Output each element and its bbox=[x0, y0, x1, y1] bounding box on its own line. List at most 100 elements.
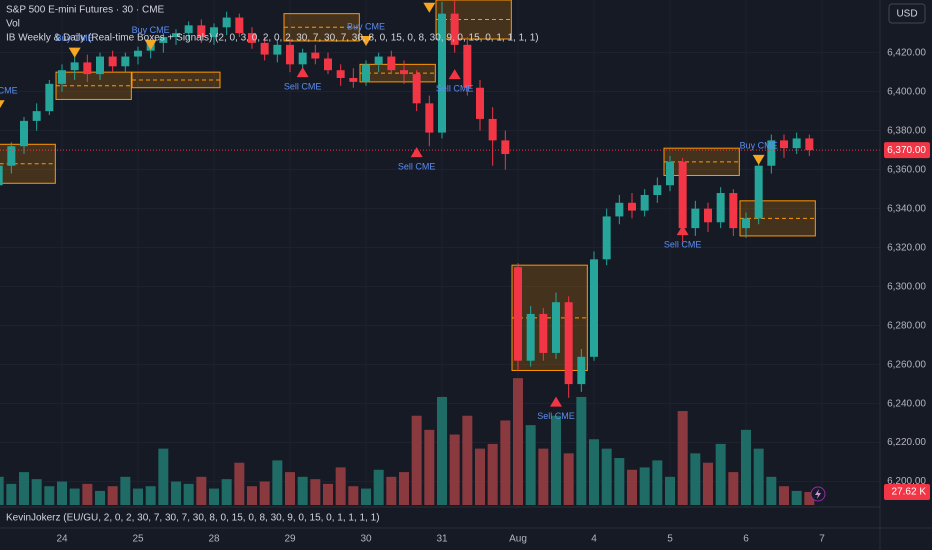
volume-bar bbox=[627, 469, 637, 505]
volume-bar bbox=[449, 434, 460, 505]
volume-bar bbox=[0, 476, 4, 505]
x-tick-label: 4 bbox=[591, 534, 597, 545]
last-volume-label: 27.62 K bbox=[892, 487, 927, 498]
y-tick-label: 6,400.00 bbox=[887, 86, 926, 97]
candle-body bbox=[172, 33, 180, 38]
volume-bar bbox=[373, 469, 384, 505]
sell-signal bbox=[410, 147, 423, 158]
volume-bar bbox=[386, 476, 397, 505]
candle-body bbox=[45, 83, 54, 112]
candle-body bbox=[742, 218, 750, 229]
volume-bar bbox=[95, 490, 105, 505]
candle-body bbox=[412, 74, 421, 104]
candle-body bbox=[463, 44, 472, 88]
volume-bar bbox=[563, 453, 574, 505]
currency-button[interactable] bbox=[888, 3, 926, 24]
x-tick-label: 5 bbox=[667, 534, 673, 545]
volume-bar bbox=[158, 448, 169, 505]
y-tick-label: 6,380.00 bbox=[887, 125, 926, 136]
candle-body bbox=[362, 64, 370, 82]
candle-body bbox=[501, 140, 510, 155]
volume-bar bbox=[133, 488, 143, 505]
candle-body bbox=[754, 165, 763, 219]
x-tick-label: 7 bbox=[819, 534, 825, 545]
currency-label[interactable]: USD bbox=[896, 9, 917, 20]
signal-label: Sell CME bbox=[284, 82, 322, 92]
candle-body bbox=[577, 356, 586, 385]
volume-bar bbox=[703, 462, 713, 505]
candle-body bbox=[640, 194, 649, 211]
volume-bar bbox=[399, 472, 409, 505]
volume-bar bbox=[57, 481, 67, 505]
candle-body bbox=[716, 193, 725, 223]
x-tick-label: 31 bbox=[436, 534, 448, 545]
volume-bar bbox=[728, 472, 739, 505]
signal-label: Sell CME bbox=[664, 239, 702, 249]
x-tick-label: 6 bbox=[743, 534, 749, 545]
candle-body bbox=[260, 42, 269, 55]
volume-bar bbox=[247, 486, 257, 505]
volume-bar bbox=[551, 415, 561, 505]
candle-body bbox=[32, 111, 41, 121]
candle-body bbox=[767, 140, 776, 166]
candle-body bbox=[792, 138, 801, 149]
candle-body bbox=[96, 56, 104, 75]
candle-body bbox=[134, 50, 142, 57]
volume-bar bbox=[183, 483, 194, 505]
x-tick-label: 24 bbox=[56, 534, 68, 545]
volume-bar bbox=[513, 378, 523, 505]
y-tick-label: 6,420.00 bbox=[887, 47, 926, 58]
candle-body bbox=[564, 302, 573, 385]
sell-signal bbox=[550, 396, 562, 407]
candle-body bbox=[488, 118, 497, 141]
volume-bar bbox=[589, 439, 599, 505]
volume-bar bbox=[234, 462, 245, 505]
buy-signal bbox=[68, 47, 81, 58]
candle-body bbox=[197, 25, 206, 38]
candle-body bbox=[653, 185, 662, 195]
volume-bar bbox=[462, 415, 473, 505]
candle-body bbox=[349, 77, 358, 82]
candle-body bbox=[590, 259, 598, 357]
candle-body bbox=[526, 313, 535, 361]
signal-label: Sell CME bbox=[436, 83, 474, 93]
candle-body bbox=[286, 44, 294, 65]
volume-bar bbox=[715, 443, 726, 505]
volume-bar bbox=[753, 448, 764, 505]
candle-body bbox=[704, 208, 712, 223]
volume-title: Vol bbox=[6, 19, 20, 30]
buy-signal bbox=[752, 154, 765, 165]
buy-signal bbox=[360, 35, 372, 46]
last-price-label: 6,370.00 bbox=[887, 145, 926, 156]
volume-bar bbox=[424, 429, 435, 505]
y-tick-label: 6,340.00 bbox=[887, 203, 926, 214]
candle-body bbox=[476, 87, 484, 119]
candle-body bbox=[374, 56, 383, 65]
candle-body bbox=[184, 25, 193, 34]
volume-bar bbox=[766, 476, 777, 505]
candle-body bbox=[210, 27, 218, 38]
volume-bar bbox=[690, 453, 701, 505]
candle-body bbox=[678, 161, 687, 229]
candle-body bbox=[425, 103, 434, 133]
candle-body bbox=[70, 62, 79, 71]
volume-bar bbox=[665, 476, 675, 505]
candle-body bbox=[666, 161, 674, 186]
x-tick-label: 30 bbox=[360, 534, 372, 545]
candle-body bbox=[691, 208, 700, 229]
volume-bar bbox=[44, 486, 55, 505]
indicator-title: IB Weekly & Daily (Real-time Boxes + Sig… bbox=[6, 33, 539, 44]
signal-label: Buy CME bbox=[132, 25, 170, 35]
candle-body bbox=[438, 13, 446, 133]
candle-body bbox=[628, 202, 636, 211]
candle-body bbox=[7, 146, 16, 166]
volume-bar bbox=[576, 396, 587, 505]
sell-signal bbox=[296, 67, 309, 78]
volume-bar bbox=[145, 486, 156, 505]
signal-label: Sell CME bbox=[537, 411, 575, 421]
volume-bar bbox=[779, 486, 789, 505]
volume-bar bbox=[19, 472, 29, 505]
y-tick-label: 6,360.00 bbox=[887, 164, 926, 175]
